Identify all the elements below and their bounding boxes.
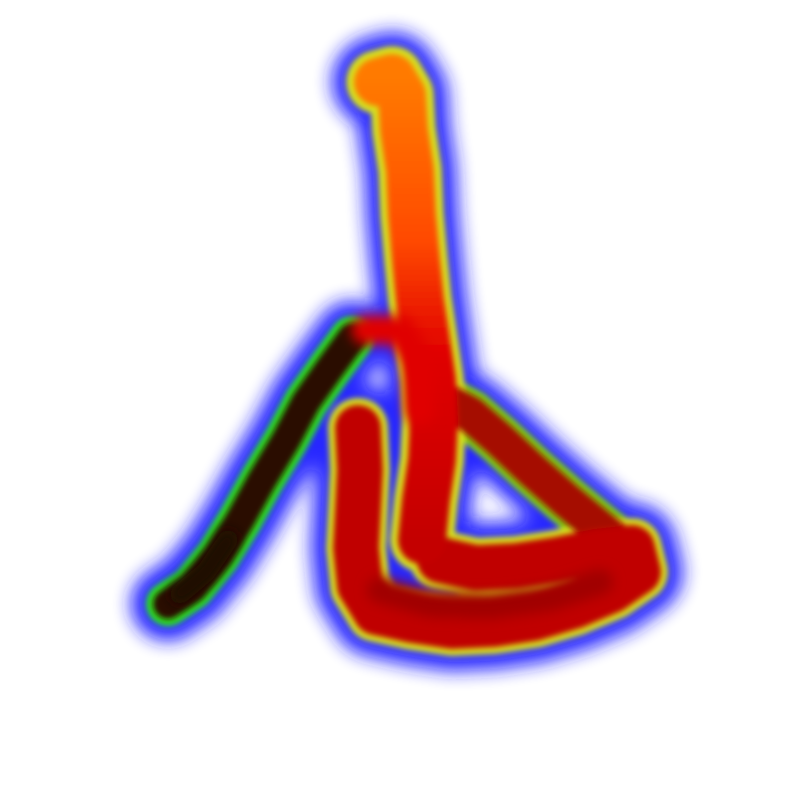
right-diagonal-stroke-core <box>422 380 648 570</box>
bottom-loop-stroke-core <box>333 405 661 649</box>
vertical-stroke-core <box>354 54 458 564</box>
junction-red-patch <box>351 315 435 425</box>
dark-core-layer <box>170 315 613 619</box>
left-stroke-dark-tip <box>170 530 238 604</box>
loop-dark-band <box>367 569 613 619</box>
